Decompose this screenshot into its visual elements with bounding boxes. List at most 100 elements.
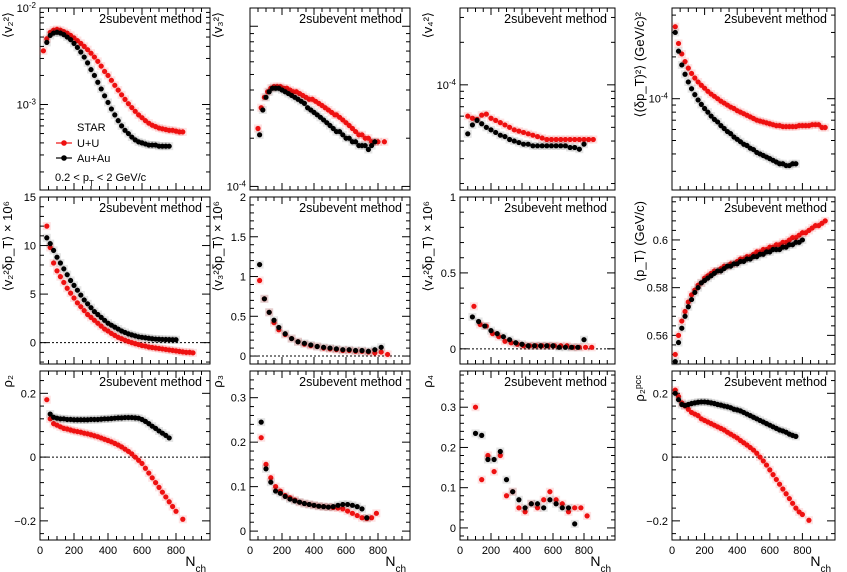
data-point [271,317,277,323]
data-point [340,132,346,138]
data-point [289,335,295,342]
data-point [541,497,547,503]
data-point [511,138,517,144]
data-point [472,404,479,410]
series-auau [46,410,174,442]
data-point [112,112,118,118]
data-point [297,499,303,505]
data-point [675,332,682,338]
data-point [268,479,274,485]
x-tick-label: 800 [575,545,593,557]
data-point [682,59,688,65]
y-axis-label: ⟨(δp_T)²⟩ (GeV/c)² [632,11,647,117]
y-axis-label: ⟨v₄²⟩ [420,12,435,38]
data-point [122,96,128,102]
data-point [469,115,475,121]
data-point [316,503,322,509]
data-point [54,268,60,274]
x-tick-label: 200 [65,545,83,557]
data-point [494,331,500,337]
data-point [85,301,91,307]
data-point [40,48,47,54]
y-axis-label: ⟨v₂²δp_T⟩ × 10⁶ [0,201,15,291]
data-point [822,218,828,224]
method-label: 2subevent method [99,12,202,26]
data-point [541,505,547,511]
data-point [88,50,94,56]
data-point [760,458,766,464]
data-point [321,504,327,510]
data-point [263,94,269,100]
data-point [578,505,584,511]
panel-frame [671,196,836,365]
data-point [340,347,346,353]
data-point [378,349,384,355]
data-point [672,359,678,365]
data-point [547,489,553,495]
y-tick-label: 0 [30,338,36,350]
data-point [47,241,53,247]
data-point [57,274,64,280]
method-label: 2subevent method [504,201,607,215]
data-point [553,501,559,507]
data-point [44,223,50,229]
data-point [525,141,531,147]
data-point [497,120,503,126]
data-point [95,311,101,318]
data-point [132,108,138,114]
y-tick-label: 10-3 [17,97,37,112]
data-point [479,432,485,438]
x-tick-label: 800 [167,545,185,557]
panel-dpt: 10-4⟨(δp_T)²⟩ (GeV/c)² 2subevent method [632,7,836,191]
data-point [359,132,365,138]
data-point [695,413,701,419]
data-point [71,40,77,46]
data-point [516,139,522,146]
data-point [558,136,564,143]
data-point [61,266,67,272]
y-tick-label: 0 [450,344,456,356]
x-axis-label: Nch [810,553,831,572]
method-label: 2subevent method [724,12,827,26]
data-point [166,143,172,149]
data-point [565,509,572,515]
data-point [692,289,698,296]
y-tick-label: 10-4 [227,179,247,194]
data-point [335,502,341,508]
data-point [44,235,50,241]
method-label: 2subevent method [299,12,402,26]
data-point [88,66,94,73]
x-tick-label: 200 [482,545,500,557]
data-point [57,260,64,266]
data-point [340,506,346,512]
data-point [180,516,186,522]
data-point [773,476,779,483]
series-auau [42,233,180,344]
y-axis-label: ⟨v₃²⟩ [210,12,225,38]
data-point [528,501,534,507]
y-tick-label: 10-4 [649,91,669,106]
data-point [44,39,50,46]
panel-frame [249,7,411,191]
data-point [346,347,352,353]
data-point [485,452,491,459]
data-point [582,344,589,350]
y-tick-label: 1 [240,272,246,284]
data-point [340,501,346,508]
legend: STAR U+U Au+Au 0.2 < pT < 2 GeV/c [55,122,147,188]
data-point [520,141,527,147]
y-tick-label: 0.3 [441,402,456,414]
data-point [538,343,544,349]
data-point [685,304,691,310]
x-tick-label: 400 [305,545,323,557]
x-axis-label: Nch [185,553,206,572]
data-point [258,435,264,441]
data-point [365,146,371,153]
data-point [369,142,375,149]
data-point [277,490,283,496]
data-point [553,143,559,149]
data-point [507,136,513,143]
data-point [465,113,471,119]
